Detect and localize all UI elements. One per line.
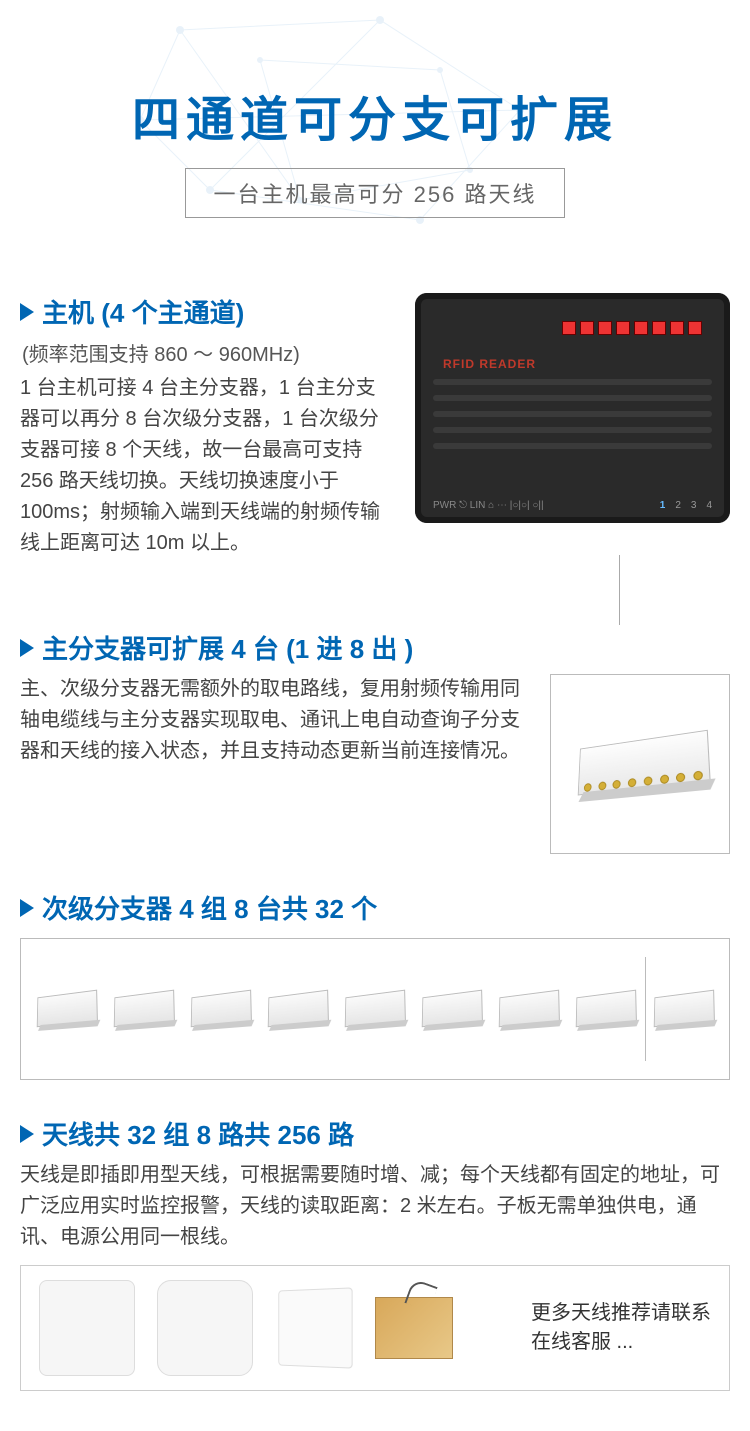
triangle-icon [20, 303, 34, 321]
sub-splitter-item [31, 980, 102, 1038]
sub-splitter-item [108, 980, 179, 1038]
main-title: 四通道可分支可扩展 [20, 80, 730, 150]
antenna-row: 更多天线推荐请联系在线客服 ... [20, 1265, 730, 1391]
antenna-item-4 [375, 1297, 453, 1359]
host-bottom-icons: PWR ⎋ LIN ⌂ ⋯ |○|○| ○|| [433, 500, 544, 511]
sub-splitter-item [492, 980, 563, 1038]
sub-splitter-item [569, 980, 640, 1038]
sub-splitter-row [20, 938, 730, 1080]
antenna-item-2 [157, 1280, 253, 1376]
sub-splitter-item [262, 980, 333, 1038]
section1-heading: 主机 (4 个主通道) [20, 293, 395, 330]
sub-splitter-item [185, 980, 256, 1038]
section-main-splitter: 主分支器可扩展 4 台 (1 进 8 出 ) 主、次级分支器无需额外的取电路线，… [0, 629, 750, 854]
section3-heading: 次级分支器 4 组 8 台共 32 个 [20, 889, 730, 926]
section1-note: (频率范围支持 860 ～ 960MHz) [22, 338, 395, 367]
sub-splitter-item [415, 980, 486, 1038]
section-antenna: 天线共 32 组 8 路共 256 路 天线是即插即用型天线，可根据需要随时增、… [0, 1115, 750, 1391]
host-leds [562, 321, 702, 335]
subtitle: 一台主机最高可分 256 路天线 [185, 168, 566, 218]
triangle-icon [20, 1125, 34, 1143]
antenna-item-3 [278, 1287, 352, 1368]
page-header: 四通道可分支可扩展 一台主机最高可分 256 路天线 [0, 0, 750, 258]
section-host: 主机 (4 个主通道) (频率范围支持 860 ～ 960MHz) 1 台主机可… [0, 293, 750, 559]
main-splitter-image-box [550, 674, 730, 854]
section-sub-splitter: 次级分支器 4 组 8 台共 32 个 [0, 889, 750, 1080]
section1-body: 1 台主机可接 4 台主分支器，1 台主分支器可以再分 8 台次级分支器，1 台… [20, 373, 395, 559]
connector-line-1 [619, 555, 620, 625]
triangle-icon [20, 639, 34, 657]
antenna-item-1 [39, 1280, 135, 1376]
sub-splitter-extra [645, 957, 719, 1061]
section2-body: 主、次级分支器无需额外的取电路线，复用射频传输用同轴电缆线与主分支器实现取电、通… [20, 674, 526, 854]
main-splitter-device [578, 730, 711, 796]
triangle-icon [20, 899, 34, 917]
section4-body: 天线是即插即用型天线，可根据需要随时增、减；每个天线都有固定的地址，可广泛应用实… [20, 1160, 730, 1253]
host-device-image: RFID READER PWR ⎋ LIN ⌂ ⋯ |○|○| ○|| 1 2 … [415, 293, 730, 523]
section2-heading: 主分支器可扩展 4 台 (1 进 8 出 ) [20, 629, 730, 666]
section4-heading: 天线共 32 组 8 路共 256 路 [20, 1115, 730, 1152]
host-port-numbers: 1 2 3 4 [660, 500, 712, 511]
sub-splitter-item [339, 980, 410, 1038]
host-device-label: RFID READER [443, 357, 536, 371]
